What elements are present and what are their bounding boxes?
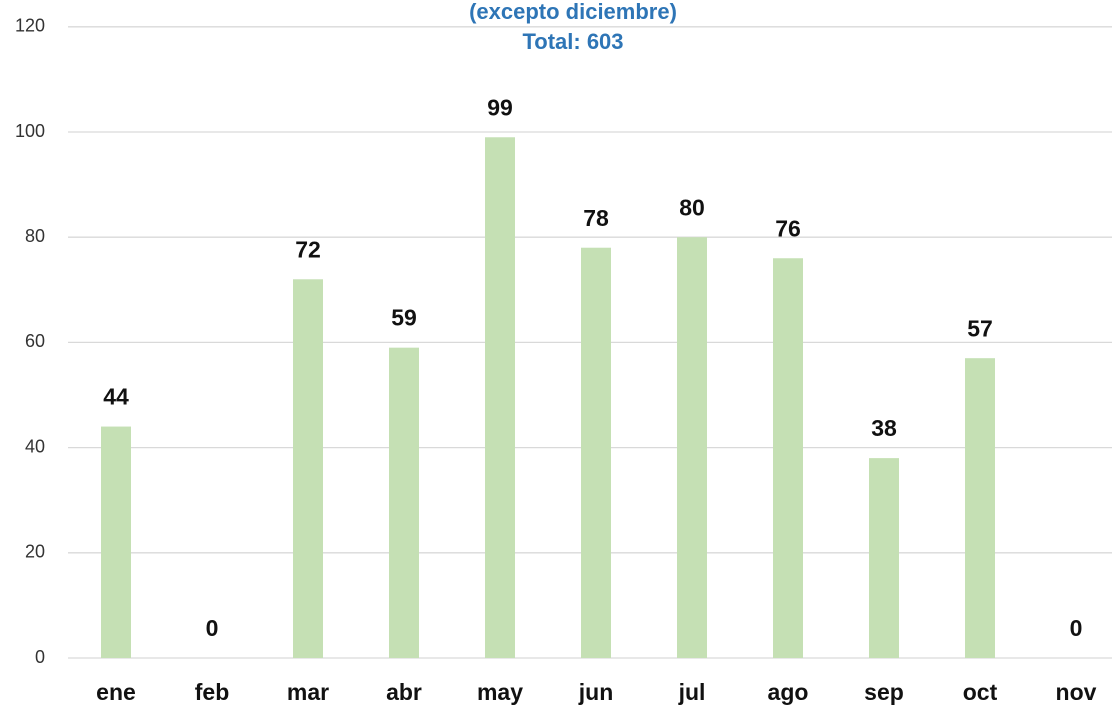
y-tick-label: 100: [15, 121, 45, 141]
x-tick-label: nov: [1056, 679, 1097, 705]
x-tick-label: feb: [195, 679, 230, 705]
x-tick-label: sep: [864, 679, 904, 705]
bar: [677, 237, 707, 658]
bar: [101, 426, 131, 658]
data-label: 78: [583, 205, 609, 231]
x-tick-label: jun: [578, 679, 614, 705]
bar: [389, 347, 419, 658]
y-tick-label: 20: [25, 542, 45, 562]
bar: [293, 279, 323, 658]
bar: [581, 247, 611, 658]
x-tick-label: abr: [386, 679, 422, 705]
y-tick-label: 0: [35, 647, 45, 667]
x-tick-label: ago: [768, 679, 809, 705]
y-tick-label: 80: [25, 226, 45, 246]
bar: [485, 137, 515, 658]
x-tick-label: may: [477, 679, 523, 705]
y-tick-label: 60: [25, 331, 45, 351]
y-tick-label: 120: [15, 16, 45, 36]
chart-title: (excepto diciembre): [469, 0, 677, 24]
data-label: 38: [871, 415, 897, 441]
data-label: 59: [391, 305, 417, 331]
data-label: 44: [103, 384, 129, 410]
data-label: 76: [775, 215, 801, 241]
y-tick-label: 40: [25, 436, 45, 456]
data-label: 99: [487, 94, 513, 120]
x-tick-label: oct: [963, 679, 998, 705]
chart-subtitle: Total: 603: [522, 29, 623, 54]
data-label: 0: [1070, 615, 1083, 641]
data-label: 57: [967, 315, 993, 341]
bar: [773, 258, 803, 658]
data-label: 72: [295, 236, 321, 262]
x-tick-label: ene: [96, 679, 136, 705]
data-label: 0: [206, 615, 219, 641]
bar: [869, 458, 899, 658]
data-label: 80: [679, 194, 705, 220]
x-tick-label: mar: [287, 679, 329, 705]
x-tick-label: jul: [678, 679, 706, 705]
bar: [965, 358, 995, 658]
